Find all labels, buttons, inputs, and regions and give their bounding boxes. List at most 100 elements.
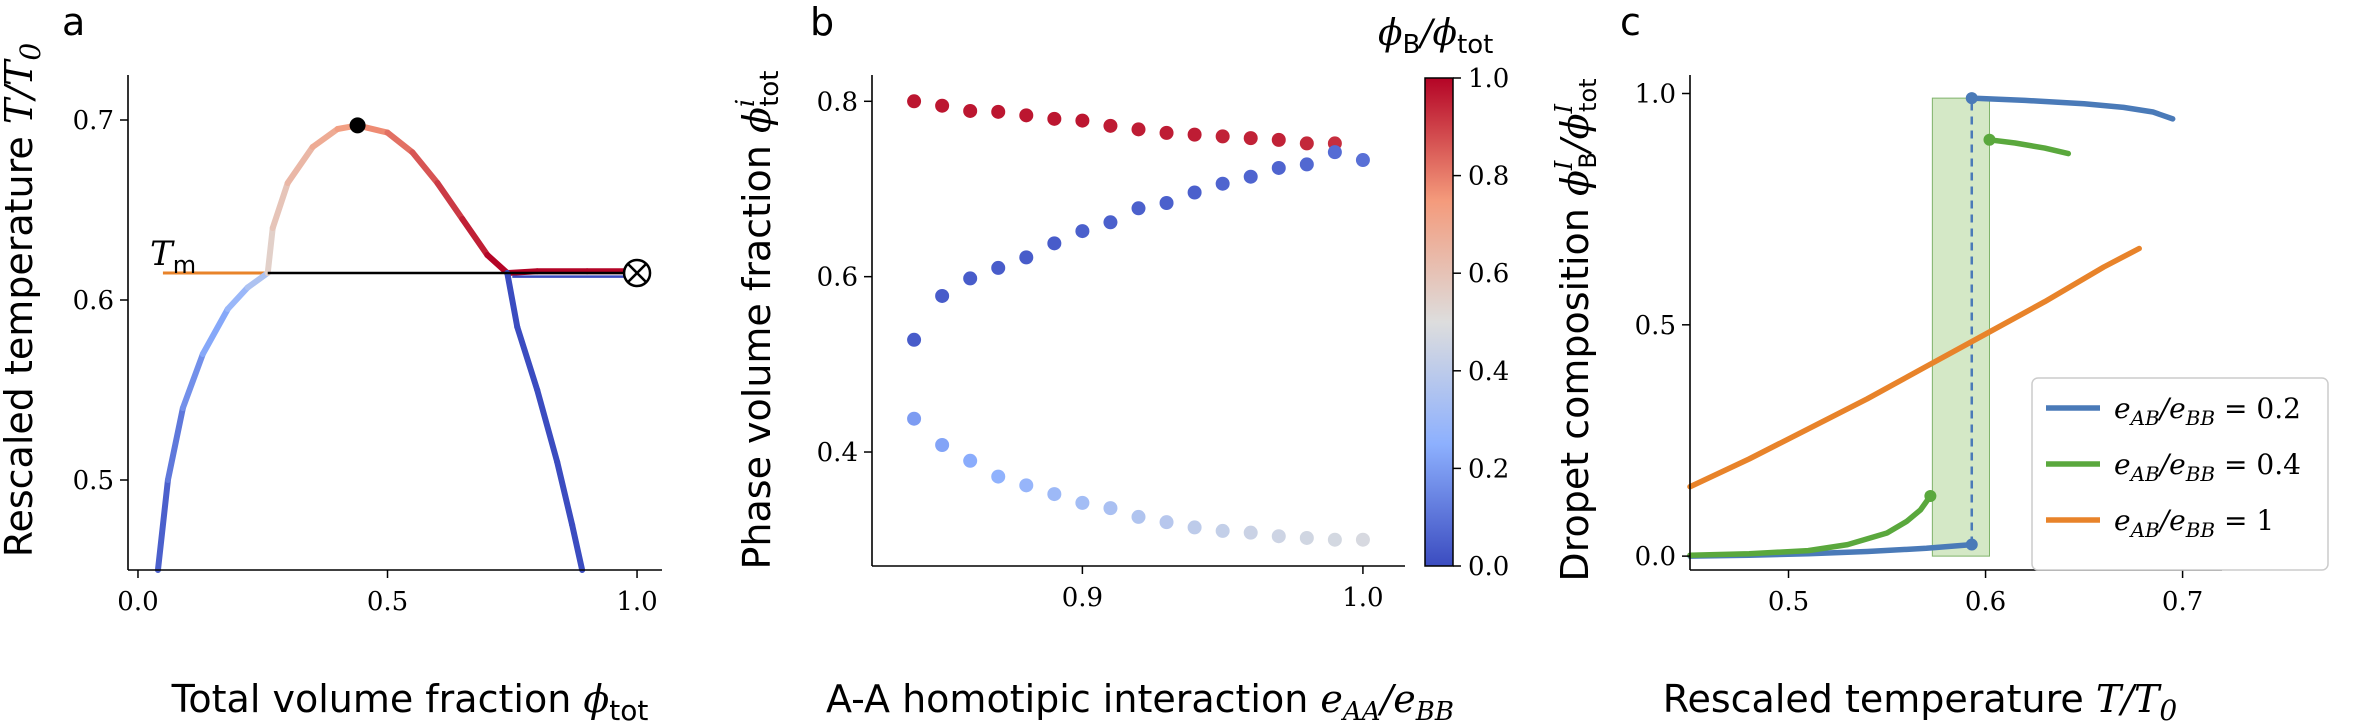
panel-a-upper-dome-segment xyxy=(434,180,466,222)
panel-b-red-phase-point xyxy=(963,103,978,118)
panel-b-red-phase-point xyxy=(935,98,950,113)
panel-c-y-tick-label: 0.0 xyxy=(1635,542,1676,572)
panel-b-blue-phase-point xyxy=(935,288,950,303)
panel-b-blue-phase-point xyxy=(1019,250,1034,265)
panel-c-marks xyxy=(1687,92,2176,559)
panel-a-right-binodal-segment xyxy=(569,522,586,573)
panel-a-chart: 0.0 0.5 1.0 0.5 0.6 0.7 Tm Total volume fract… xyxy=(0,43,662,725)
panel-b-blue-phase-point xyxy=(1299,157,1314,172)
panel-b-light-phase-point xyxy=(1159,515,1174,530)
panel-a-upper-dome-segment xyxy=(264,225,276,276)
panel-b-blue-phase-point xyxy=(1271,160,1286,175)
panel-a-xlabel: Total volume fraction ϕtot xyxy=(171,677,649,725)
panel-b-light-phase-point xyxy=(963,453,978,468)
panel-label-a: a xyxy=(62,0,85,44)
panel-b-axes: 0.9 1.0 0.4 0.6 0.8 xyxy=(817,75,1405,613)
panel-a-upper-dome-segment xyxy=(384,129,416,156)
panel-c-xlabel: Rescaled temperature T/T0 xyxy=(1663,677,2177,725)
panel-a-left-binodal-segment xyxy=(244,270,271,291)
panel-b-x-tick-label: 0.9 xyxy=(1062,583,1103,613)
panel-a-upper-dome-segment xyxy=(309,126,341,150)
panel-b-x-tick-label: 1.0 xyxy=(1342,583,1383,613)
panel-b-red-phase-point xyxy=(1215,129,1230,144)
panel-a-critical-point xyxy=(349,117,366,134)
legend-label: eAB/eBB = 0.4 xyxy=(2114,448,2301,486)
panel-a-y-tick-label: 0.6 xyxy=(73,286,114,316)
panel-b-colorbar-ticks: 0.0 0.2 0.4 0.6 0.8 1.0 xyxy=(1453,64,1509,582)
panel-b-blue-phase-point xyxy=(1215,176,1230,191)
panel-b-blue-phase-point xyxy=(1243,169,1258,184)
panel-b-red-phase-point xyxy=(1103,118,1118,133)
panel-b-light-phase-point xyxy=(1187,520,1202,535)
panel-b-light-phase-point xyxy=(1215,523,1230,538)
panel-b-colorbar-tick-label: 0.8 xyxy=(1468,162,1509,192)
panel-a-x-tick-label: 1.0 xyxy=(616,587,657,617)
panel-c-y-tick-label: 1.0 xyxy=(1635,80,1676,110)
panel-b-light-phase-point xyxy=(1103,501,1118,516)
panel-b-red-phase-point xyxy=(1159,125,1174,140)
panel-b-colorbar-tick-label: 0.6 xyxy=(1468,259,1509,289)
panel-b-light-phase-point xyxy=(1075,495,1090,510)
panel-b-colorbar-tick-label: 0.2 xyxy=(1468,454,1509,484)
panel-a-y-tick-label: 0.7 xyxy=(73,106,114,136)
panel-a-axes: 0.0 0.5 1.0 0.5 0.6 0.7 xyxy=(73,75,662,617)
legend-label: eAB/eBB = 0.2 xyxy=(2114,392,2301,430)
panel-b-light-phase-point xyxy=(1243,525,1258,540)
panel-c-series-2-line xyxy=(1687,493,1934,558)
panel-b-light-phase-point xyxy=(1019,478,1034,493)
panel-b-light-phase-point xyxy=(907,411,922,426)
panel-c-series-1-endpoint xyxy=(1965,92,1978,105)
panel-b-blue-phase-point xyxy=(1187,185,1202,200)
panel-c-axes: 0.5 0.6 0.7 0.0 0.5 1.0 xyxy=(1635,75,2222,617)
panel-c-series-1-line xyxy=(1969,95,2176,122)
panel-b-marks xyxy=(907,94,1370,547)
panel-c-shaded-region xyxy=(1931,97,1990,557)
panel-a-endpoint-marker xyxy=(622,258,652,288)
panel-b-light-phase-point xyxy=(1131,509,1146,524)
panel-b-colorbar xyxy=(1424,77,1454,567)
panel-a-left-binodal-segment xyxy=(179,351,206,411)
panel-c-legend: eAB/eBB = 0.2 eAB/eBB = 0.4 eAB/eBB = 1 xyxy=(2031,377,2329,571)
panel-a-left-binodal-segment xyxy=(224,284,251,312)
panel-b-y-tick-label: 0.6 xyxy=(817,263,858,293)
panel-b-red-phase-point xyxy=(1243,131,1258,146)
panel-b-blue-phase-point xyxy=(1103,215,1118,230)
panel-c-series-3-line xyxy=(1687,245,2142,490)
panel-b-blue-phase-point xyxy=(1131,201,1146,216)
panel-a-left-binodal-segment xyxy=(199,306,231,357)
panel-c-series-2-endpoint xyxy=(1924,489,1937,502)
panel-b-blue-phase-point xyxy=(1355,153,1370,168)
panel-c-series-1-endpoint xyxy=(1965,538,1978,551)
panel-c-ylabel: Dropet composition ϕIB/ϕItot xyxy=(1550,78,1602,581)
panel-a-right-binodal-segment xyxy=(554,459,576,528)
panel-b-red-phase-point xyxy=(1271,132,1286,147)
panel-b-red-phase-point xyxy=(1019,108,1034,123)
panel-b-light-phase-point xyxy=(991,469,1006,484)
panel-b-light-phase-point xyxy=(1299,530,1314,545)
panel-b-y-tick-label: 0.8 xyxy=(817,87,858,117)
panel-a-right-binodal-segment xyxy=(504,270,521,330)
panel-b-light-phase-point xyxy=(1047,487,1062,502)
panel-b-red-phase-point xyxy=(1131,122,1146,137)
panel-b-blue-phase-point xyxy=(991,260,1006,275)
panel-b-xlabel: A-A homotipic interaction eAA/eBB xyxy=(826,677,1454,725)
panel-b-colorbar-tick-label: 1.0 xyxy=(1468,64,1509,94)
panel-c-chart: 0.5 0.6 0.70.00.51.0 eAB/eBB = 0.2eAB/eBB … xyxy=(1550,75,2329,725)
panel-b-light-phase-point xyxy=(1327,532,1342,547)
panel-label-b: b xyxy=(810,0,834,44)
panel-c-x-tick-label: 0.7 xyxy=(2162,587,2203,617)
panel-a-x-tick-label: 0.5 xyxy=(367,587,408,617)
legend-label: eAB/eBB = 1 xyxy=(2114,504,2274,542)
panel-b-red-phase-point xyxy=(1047,111,1062,126)
panel-a-upper-dome-segment xyxy=(409,149,441,186)
panel-c-y-tick-label: 0.5 xyxy=(1635,311,1676,341)
panel-a-right-binodal-segment xyxy=(514,324,541,393)
panel-b-blue-phase-point xyxy=(907,332,922,347)
panel-b-red-phase-point xyxy=(1075,113,1090,128)
panel-a-upper-dome-segment xyxy=(284,144,316,186)
panel-b-red-phase-point xyxy=(907,94,922,109)
panel-b-colorbar-tick-label: 0.4 xyxy=(1468,357,1509,387)
panel-a-marks xyxy=(154,117,652,573)
panel-c-series-2-line xyxy=(1986,137,2072,157)
